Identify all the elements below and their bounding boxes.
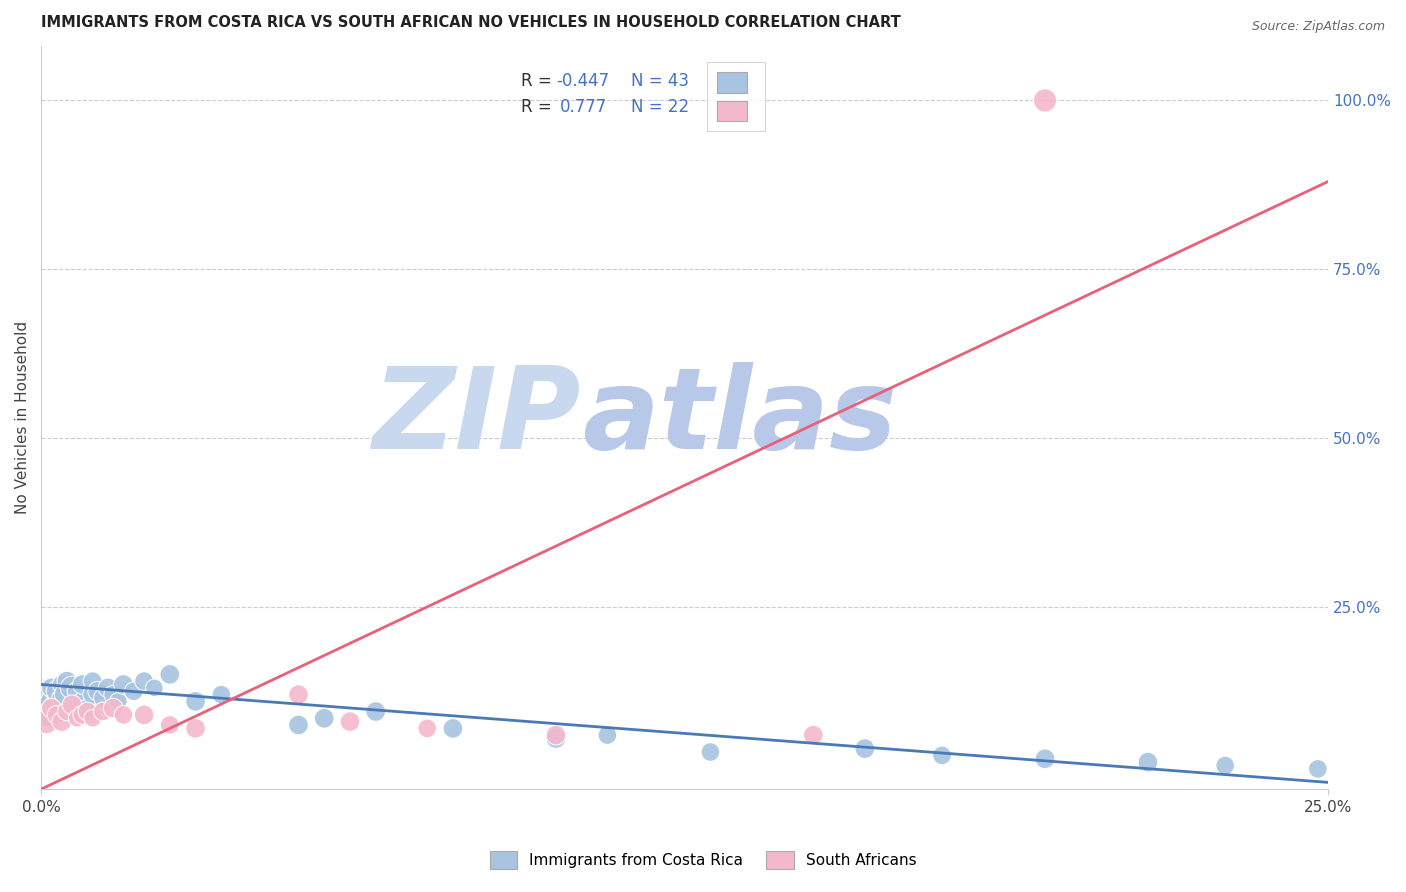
Point (801, 728, 824, 742)
Point (56, 688, 79, 702)
Point (1136, 755, 1159, 769)
Point (339, 714, 361, 729)
Point (287, 688, 309, 702)
Legend: , : , (707, 62, 765, 131)
Point (41, 701, 63, 715)
Point (1213, 758, 1236, 772)
Point (314, 711, 336, 725)
Text: IMMIGRANTS FROM COSTA RICA VS SOUTH AFRICAN NO VEHICLES IN HOUSEHOLD CORRELATION: IMMIGRANTS FROM COSTA RICA VS SOUTH AFRI… (41, 15, 901, 30)
Point (1033, 752, 1056, 766)
Point (45, 707, 67, 722)
Point (66, 691, 89, 706)
Point (699, 745, 721, 759)
Point (853, 741, 876, 756)
Text: atlas: atlas (582, 362, 897, 474)
Text: R =: R = (522, 72, 557, 90)
Point (76, 705, 98, 719)
Point (76, 705, 98, 719)
Point (107, 694, 129, 708)
Text: -0.447: -0.447 (555, 72, 609, 90)
Point (112, 707, 135, 722)
Point (1306, 762, 1329, 776)
Point (72, 677, 94, 691)
Point (35, 705, 58, 719)
Legend: Immigrants from Costa Rica, South Africans: Immigrants from Costa Rica, South Africa… (484, 845, 922, 875)
Point (91, 691, 114, 706)
Point (35, 714, 58, 729)
Point (51, 714, 73, 729)
Point (416, 722, 439, 736)
Point (97, 681, 120, 695)
Text: ZIP: ZIP (373, 362, 582, 474)
Point (60, 701, 83, 715)
Point (56, 674, 79, 689)
Point (159, 718, 181, 732)
Point (143, 681, 166, 695)
Point (82, 674, 104, 689)
Point (364, 705, 387, 719)
Point (72, 694, 94, 708)
Point (45, 684, 67, 698)
Point (544, 728, 567, 742)
Point (60, 698, 83, 712)
Point (184, 694, 207, 708)
Point (159, 667, 181, 681)
Text: 0.777: 0.777 (560, 98, 607, 117)
Text: Source: ZipAtlas.com: Source: ZipAtlas.com (1251, 20, 1385, 33)
Point (91, 705, 114, 719)
Point (931, 748, 953, 763)
Point (132, 674, 155, 689)
Text: N = 43: N = 43 (630, 72, 689, 90)
Point (51, 677, 73, 691)
Point (45, 698, 67, 712)
Point (103, 688, 125, 702)
Point (441, 722, 464, 736)
Point (544, 731, 567, 746)
Point (87, 684, 110, 698)
Point (82, 688, 104, 702)
Point (209, 688, 232, 702)
Point (184, 722, 207, 736)
Point (103, 701, 125, 715)
Y-axis label: No Vehicles in Household: No Vehicles in Household (15, 321, 30, 515)
Text: R =: R = (522, 98, 557, 117)
Point (56, 705, 79, 719)
Text: N = 22: N = 22 (630, 98, 689, 117)
Point (82, 711, 104, 725)
Point (51, 691, 73, 706)
Point (60, 681, 83, 695)
Point (132, 707, 155, 722)
Point (66, 684, 89, 698)
Point (122, 684, 145, 698)
Point (66, 711, 89, 725)
Point (287, 718, 309, 732)
Point (112, 677, 135, 691)
Point (41, 681, 63, 695)
Point (72, 707, 94, 722)
Point (1033, 94, 1056, 108)
Point (41, 694, 63, 708)
Point (596, 728, 619, 742)
